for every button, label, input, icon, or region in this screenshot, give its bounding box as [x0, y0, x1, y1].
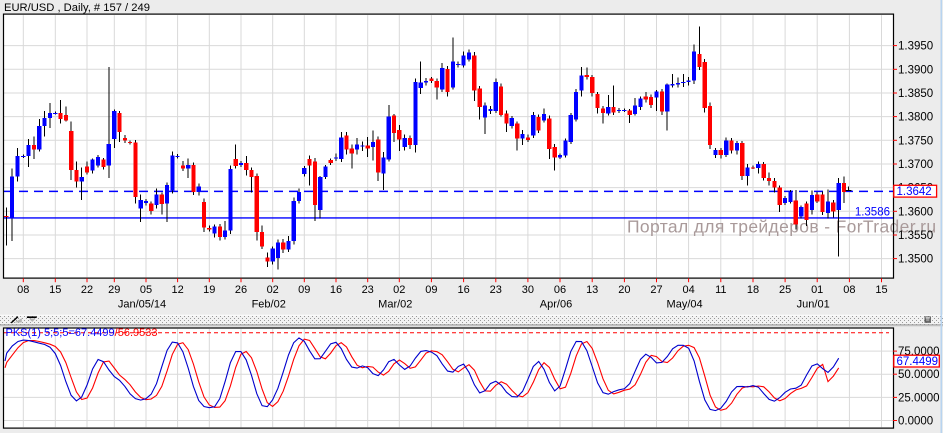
- svg-text:15: 15: [49, 284, 61, 296]
- svg-text:1.3642: 1.3642: [897, 186, 932, 198]
- svg-text:20: 20: [618, 284, 630, 296]
- svg-text:Apr/06: Apr/06: [540, 299, 572, 311]
- svg-text:19: 19: [203, 284, 215, 296]
- svg-text:1.3600: 1.3600: [898, 206, 933, 218]
- svg-text:Feb/02: Feb/02: [252, 299, 286, 311]
- svg-text:25: 25: [779, 284, 791, 296]
- svg-text:0.0000: 0.0000: [898, 416, 933, 428]
- svg-text:PKS(1) 5;5;5=67.4499/56.9533: PKS(1) 5;5;5=67.4499/56.9533: [6, 327, 158, 339]
- svg-text:16: 16: [330, 284, 342, 296]
- svg-text:30: 30: [522, 284, 534, 296]
- svg-text:11: 11: [715, 284, 726, 296]
- svg-text:50.0000: 50.0000: [898, 369, 940, 381]
- svg-text:13: 13: [586, 284, 598, 296]
- svg-text:09: 09: [425, 284, 437, 296]
- svg-text:Портал для трейдеров - ForTrad: Портал для трейдеров - ForTrader.ru: [627, 217, 936, 237]
- svg-text:25.0000: 25.0000: [898, 392, 940, 404]
- svg-text:23: 23: [362, 284, 374, 296]
- svg-text:15: 15: [875, 284, 887, 296]
- svg-text:Jun/01: Jun/01: [797, 299, 830, 311]
- svg-text:Mar/02: Mar/02: [378, 299, 412, 311]
- svg-text:02: 02: [393, 284, 405, 296]
- svg-text:27: 27: [650, 284, 662, 296]
- svg-text:06: 06: [554, 284, 566, 296]
- svg-text:1.3750: 1.3750: [898, 135, 933, 147]
- svg-text:1.3586: 1.3586: [855, 206, 890, 218]
- svg-text:1.3700: 1.3700: [898, 159, 933, 171]
- svg-text:08: 08: [843, 284, 855, 296]
- svg-text:1.3900: 1.3900: [898, 64, 933, 76]
- svg-text:22: 22: [81, 284, 93, 296]
- svg-text:29: 29: [108, 284, 120, 296]
- svg-text:1.3500: 1.3500: [898, 254, 933, 266]
- svg-text:EUR/USD , Daily, # 157 / 249: EUR/USD , Daily, # 157 / 249: [4, 2, 150, 14]
- svg-text:02: 02: [267, 284, 279, 296]
- svg-text:67.4499: 67.4499: [897, 356, 939, 368]
- svg-text:18: 18: [747, 284, 759, 296]
- svg-text:05: 05: [140, 284, 152, 296]
- svg-text:23: 23: [490, 284, 502, 296]
- svg-text:16: 16: [457, 284, 469, 296]
- svg-text:May/04: May/04: [667, 299, 703, 311]
- svg-text:1.3550: 1.3550: [898, 230, 933, 242]
- svg-text:1.3950: 1.3950: [898, 41, 933, 53]
- svg-text:1.3850: 1.3850: [898, 88, 933, 100]
- svg-text:04: 04: [682, 284, 694, 296]
- svg-text:09: 09: [298, 284, 310, 296]
- svg-text:26: 26: [235, 284, 247, 296]
- svg-text:1.3800: 1.3800: [898, 112, 933, 124]
- svg-text:01: 01: [811, 284, 823, 296]
- svg-text:Jan/05/14: Jan/05/14: [118, 299, 166, 311]
- svg-text:08: 08: [17, 284, 29, 296]
- svg-text:12: 12: [171, 284, 183, 296]
